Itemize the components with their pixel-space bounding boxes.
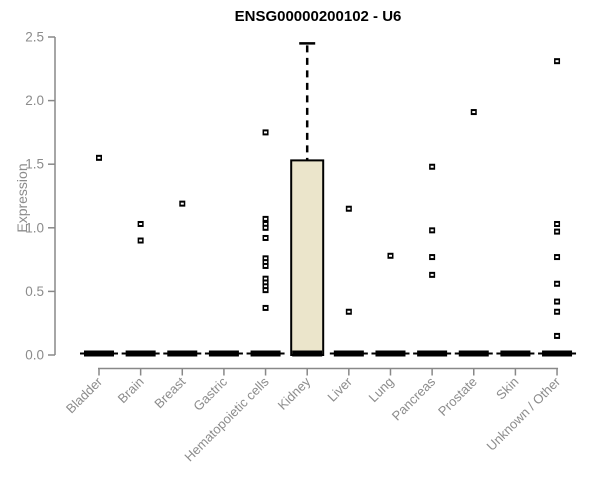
outlier-point-center [139, 239, 143, 242]
outlier-point-center [555, 222, 559, 225]
y-tick-label: 1.5 [25, 157, 44, 172]
outlier-point-center [139, 222, 143, 225]
outlier-point-center [264, 257, 268, 260]
outlier-point-center [347, 207, 351, 210]
outlier-point-center [555, 334, 559, 337]
median-bar [458, 350, 489, 357]
median-bar [84, 350, 114, 357]
outlier-point-center [264, 236, 268, 239]
x-tick-label: Prostate [435, 374, 480, 419]
median-bar [208, 350, 239, 357]
y-tick-label: 0.0 [25, 348, 44, 363]
y-axis-title: Expression [14, 163, 30, 233]
median-bar [167, 350, 198, 357]
x-tick-label: Skin [493, 374, 521, 402]
outlier-point-center [264, 264, 268, 267]
median-bar [250, 350, 281, 357]
y-tick-label: 1.0 [25, 220, 44, 235]
y-tick-label: 0.5 [25, 284, 44, 299]
median-bar [292, 350, 323, 357]
outlier-point-center [430, 256, 434, 259]
median-bar [417, 350, 448, 357]
outlier-point-center [264, 281, 268, 284]
box-kidney [290, 159, 325, 356]
outlier-point-center [347, 310, 351, 313]
outlier-point-center [555, 230, 559, 233]
outlier-point-center [555, 60, 559, 63]
outlier-point-center [430, 165, 434, 168]
outlier-point-center [264, 226, 268, 229]
x-tick-label: Gastric [190, 374, 230, 414]
outlier-point-center [430, 229, 434, 232]
median-bar [542, 350, 573, 357]
x-tick-label: Liver [324, 374, 355, 405]
outlier-point-center [430, 273, 434, 276]
x-tick-label: Pancreas [389, 374, 439, 424]
outlier-point-center [264, 131, 268, 134]
median-bar [125, 350, 156, 357]
chart-title: ENSG00000200102 - U6 [234, 8, 402, 25]
median-bar [333, 350, 364, 357]
y-tick-label: 2.0 [25, 93, 44, 108]
outlier-point-center [555, 256, 559, 259]
x-tick-label: Lung [366, 374, 397, 405]
outlier-point-center [264, 285, 268, 288]
median-bar [375, 350, 406, 357]
outlier-point-center [264, 277, 268, 280]
outlier-point-center [264, 217, 268, 220]
outlier-point-center [264, 222, 268, 225]
x-tick-label: Bladder [63, 374, 106, 417]
y-tick-label: 2.5 [25, 30, 44, 45]
x-tick-label: Unknown / Other [484, 374, 564, 454]
outlier-point-center [555, 282, 559, 285]
outlier-point-center [264, 306, 268, 309]
outlier-point-center [555, 300, 559, 303]
outlier-point-center [388, 254, 392, 257]
outlier-point-center [555, 310, 559, 313]
outlier-point-center [180, 202, 184, 205]
outlier-point-center [97, 156, 101, 159]
x-tick-label: Brain [115, 374, 147, 406]
median-bar [500, 350, 531, 357]
x-tick-label: Kidney [275, 374, 314, 413]
x-tick-label: Breast [151, 374, 188, 411]
outlier-point-center [472, 111, 476, 114]
outlier-point-center [264, 261, 268, 264]
outlier-point-center [264, 289, 268, 292]
